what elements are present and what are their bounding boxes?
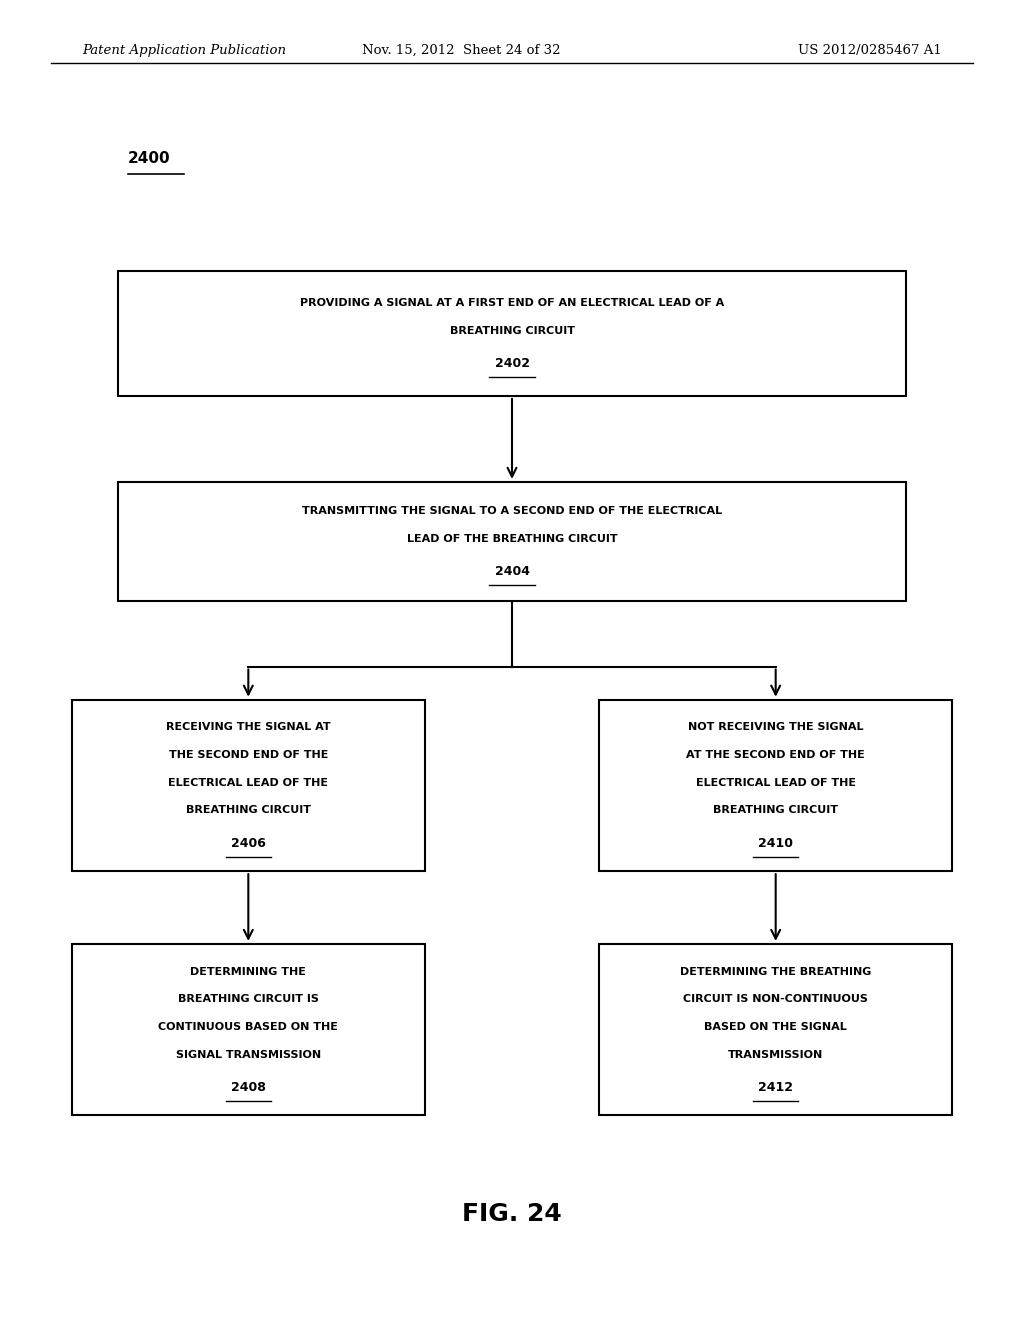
Text: 2410: 2410 [758, 837, 794, 850]
Text: ELECTRICAL LEAD OF THE: ELECTRICAL LEAD OF THE [168, 777, 329, 788]
Text: SIGNAL TRANSMISSION: SIGNAL TRANSMISSION [176, 1049, 321, 1060]
Text: BREATHING CIRCUIT: BREATHING CIRCUIT [450, 326, 574, 335]
Text: NOT RECEIVING THE SIGNAL: NOT RECEIVING THE SIGNAL [688, 722, 863, 733]
Text: BASED ON THE SIGNAL: BASED ON THE SIGNAL [705, 1022, 847, 1032]
Text: 2408: 2408 [230, 1081, 266, 1094]
Text: US 2012/0285467 A1: US 2012/0285467 A1 [799, 44, 942, 57]
Text: 2406: 2406 [230, 837, 266, 850]
Text: AT THE SECOND END OF THE: AT THE SECOND END OF THE [686, 750, 865, 760]
Bar [118, 482, 906, 601]
Bar [599, 944, 952, 1115]
Text: CONTINUOUS BASED ON THE: CONTINUOUS BASED ON THE [159, 1022, 338, 1032]
Text: CIRCUIT IS NON-CONTINUOUS: CIRCUIT IS NON-CONTINUOUS [683, 994, 868, 1005]
Text: PROVIDING A SIGNAL AT A FIRST END OF AN ELECTRICAL LEAD OF A: PROVIDING A SIGNAL AT A FIRST END OF AN … [300, 298, 724, 308]
Text: DETERMINING THE BREATHING: DETERMINING THE BREATHING [680, 966, 871, 977]
Text: BREATHING CIRCUIT: BREATHING CIRCUIT [185, 805, 311, 816]
Text: TRANSMITTING THE SIGNAL TO A SECOND END OF THE ELECTRICAL: TRANSMITTING THE SIGNAL TO A SECOND END … [302, 506, 722, 516]
Text: 2402: 2402 [495, 358, 529, 370]
Text: Nov. 15, 2012  Sheet 24 of 32: Nov. 15, 2012 Sheet 24 of 32 [361, 44, 560, 57]
Text: 2412: 2412 [758, 1081, 794, 1094]
Text: LEAD OF THE BREATHING CIRCUIT: LEAD OF THE BREATHING CIRCUIT [407, 533, 617, 544]
Text: FIG. 24: FIG. 24 [462, 1203, 562, 1226]
Bar [72, 944, 425, 1115]
Text: THE SECOND END OF THE: THE SECOND END OF THE [169, 750, 328, 760]
Bar [599, 700, 952, 871]
Text: BREATHING CIRCUIT: BREATHING CIRCUIT [713, 805, 839, 816]
Bar [72, 700, 425, 871]
Text: ELECTRICAL LEAD OF THE: ELECTRICAL LEAD OF THE [695, 777, 856, 788]
Text: BREATHING CIRCUIT IS: BREATHING CIRCUIT IS [178, 994, 318, 1005]
Bar [118, 271, 906, 396]
Text: RECEIVING THE SIGNAL AT: RECEIVING THE SIGNAL AT [166, 722, 331, 733]
Text: 2400: 2400 [128, 150, 171, 166]
Text: 2404: 2404 [495, 565, 529, 578]
Text: TRANSMISSION: TRANSMISSION [728, 1049, 823, 1060]
Text: DETERMINING THE: DETERMINING THE [190, 966, 306, 977]
Text: Patent Application Publication: Patent Application Publication [82, 44, 286, 57]
